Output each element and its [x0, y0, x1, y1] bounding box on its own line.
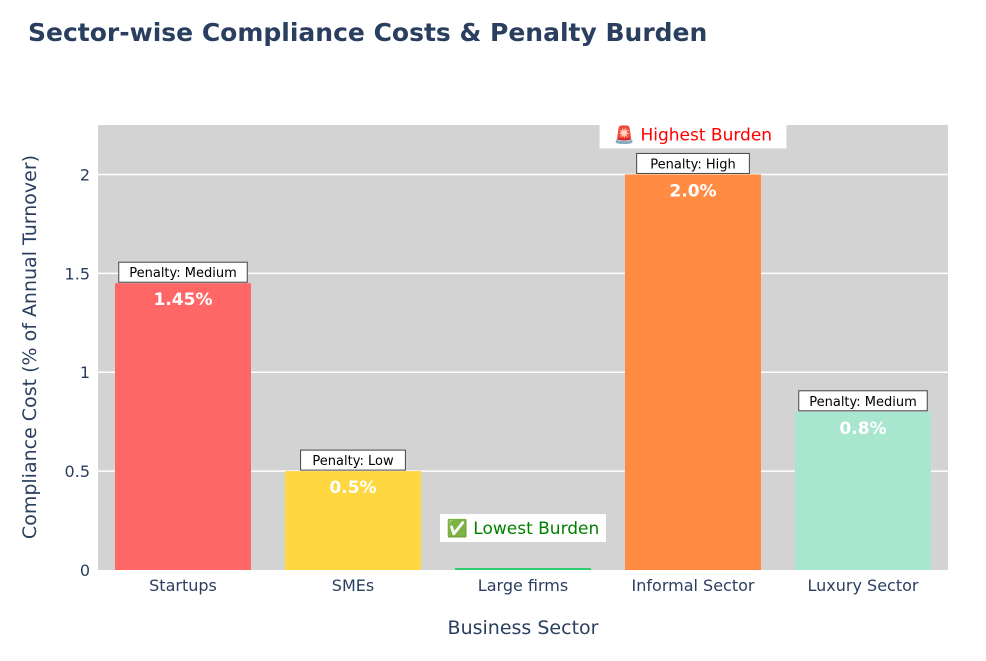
y-axis-title: Compliance Cost (% of Annual Turnover): [19, 155, 41, 539]
highlight-annotation-box: [440, 514, 606, 543]
x-ticks: Startups SMEs Large firms Informal Sector Lu…: [149, 576, 919, 595]
highlight-annotation: 🚨 Highest Burden: [614, 124, 772, 145]
bar: [455, 568, 591, 570]
penalty-annotation: Penalty: High: [650, 157, 735, 172]
highlight-annotation-box: [599, 120, 787, 149]
y-tick-label: 0.5: [65, 462, 90, 481]
bar: [285, 471, 421, 570]
bar-value-label: 1.45%: [154, 290, 213, 310]
y-tick-label: 0: [80, 561, 90, 580]
y-tick-label: 1.5: [65, 264, 90, 283]
x-tick-label: Large firms: [478, 576, 568, 595]
bar-value-label: 0.5%: [329, 478, 376, 498]
y-ticks: 0 0.5 1 1.5 2: [65, 165, 90, 580]
x-tick-label: Startups: [149, 576, 217, 595]
penalty-annotation: Penalty: Medium: [129, 266, 237, 281]
x-axis-title: Business Sector: [448, 617, 599, 639]
bars: 1.45% 0.5% 2.0% 0.8%: [115, 174, 931, 570]
bar-value-label: 2.0%: [669, 181, 716, 201]
y-tick-label: 2: [80, 165, 90, 184]
penalty-annotation-box: [798, 390, 928, 412]
y-tick-label: 1: [80, 363, 90, 382]
bar: [625, 174, 761, 570]
penalty-annotation-box: [118, 261, 248, 283]
bar: [115, 283, 251, 570]
penalty-annotation: Penalty: Low: [312, 454, 394, 469]
x-tick-label: Informal Sector: [632, 576, 755, 595]
bar-value-label: 0.8%: [839, 419, 886, 439]
annotations: Penalty: Medium Penalty: Low Penalty: High…: [118, 120, 928, 543]
chart-title: Sector-wise Compliance Costs & Penalty B…: [28, 18, 708, 47]
bar: [795, 411, 931, 570]
penalty-annotation-box: [300, 449, 406, 471]
penalty-annotation: Penalty: Medium: [809, 395, 917, 410]
x-tick-label: SMEs: [332, 576, 374, 595]
penalty-annotation-box: [636, 152, 750, 174]
highlight-annotation: ✅ Lowest Burden: [447, 518, 600, 539]
x-tick-label: Luxury Sector: [808, 576, 919, 595]
